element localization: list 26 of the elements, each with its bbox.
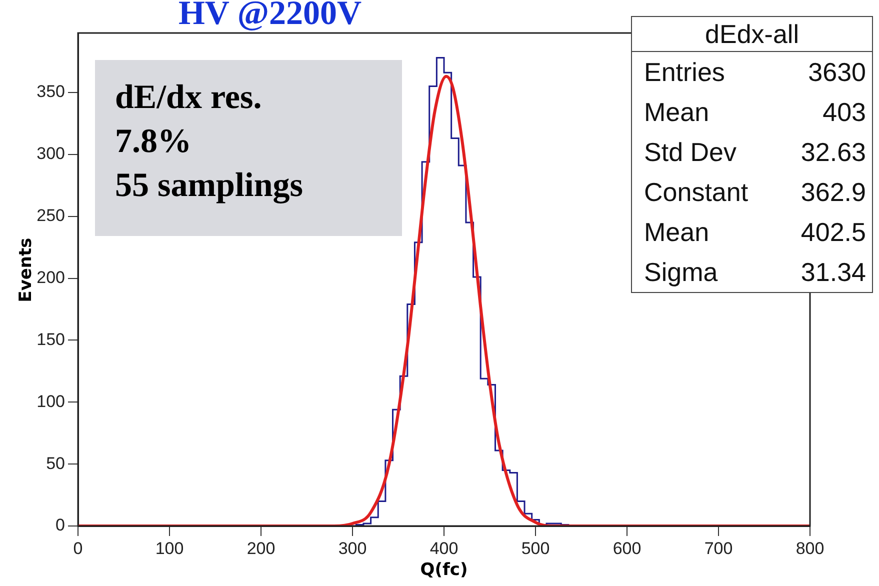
- x-tick-label: 400: [430, 538, 458, 558]
- y-tick-label: 300: [36, 144, 65, 164]
- y-tick-label: 200: [36, 268, 65, 287]
- x-axis-title: Q(fc): [420, 560, 468, 580]
- stats-box: dEdx-all Entries 3630 Mean 403 Std Dev 32.63 Constant 362.9 Mean 402.5 Sigma 31.34: [631, 16, 873, 293]
- y-axis-title: Events: [16, 238, 36, 302]
- y-tick-label: 50: [46, 454, 65, 473]
- text-box: dE/dx res. 7.8% 55 samplings: [95, 60, 402, 236]
- y-tick-label: 250: [36, 206, 65, 226]
- y-tick-label: 150: [36, 330, 65, 349]
- annotation: dEdx-all: [632, 17, 872, 52]
- annotation: dE/dx res.: [115, 78, 263, 118]
- x-tick-label: 500: [521, 538, 550, 558]
- x-tick-label: 300: [338, 538, 367, 558]
- x-tick-label: 600: [612, 538, 642, 558]
- x-tick-label: 700: [704, 538, 733, 558]
- annotation: 55 samplings: [115, 166, 304, 206]
- chart-title: HV @2200V: [177, 0, 363, 32]
- y-tick-label: 0: [56, 516, 65, 535]
- annotation: 7.8%: [115, 122, 192, 162]
- x-tick-label: 100: [155, 538, 184, 558]
- x-tick-label: 200: [246, 538, 276, 558]
- y-tick-label: 350: [36, 82, 65, 102]
- x-tick-label: 0: [73, 538, 83, 558]
- x-tick-label: 800: [796, 538, 824, 558]
- y-tick-label: 100: [36, 392, 65, 411]
